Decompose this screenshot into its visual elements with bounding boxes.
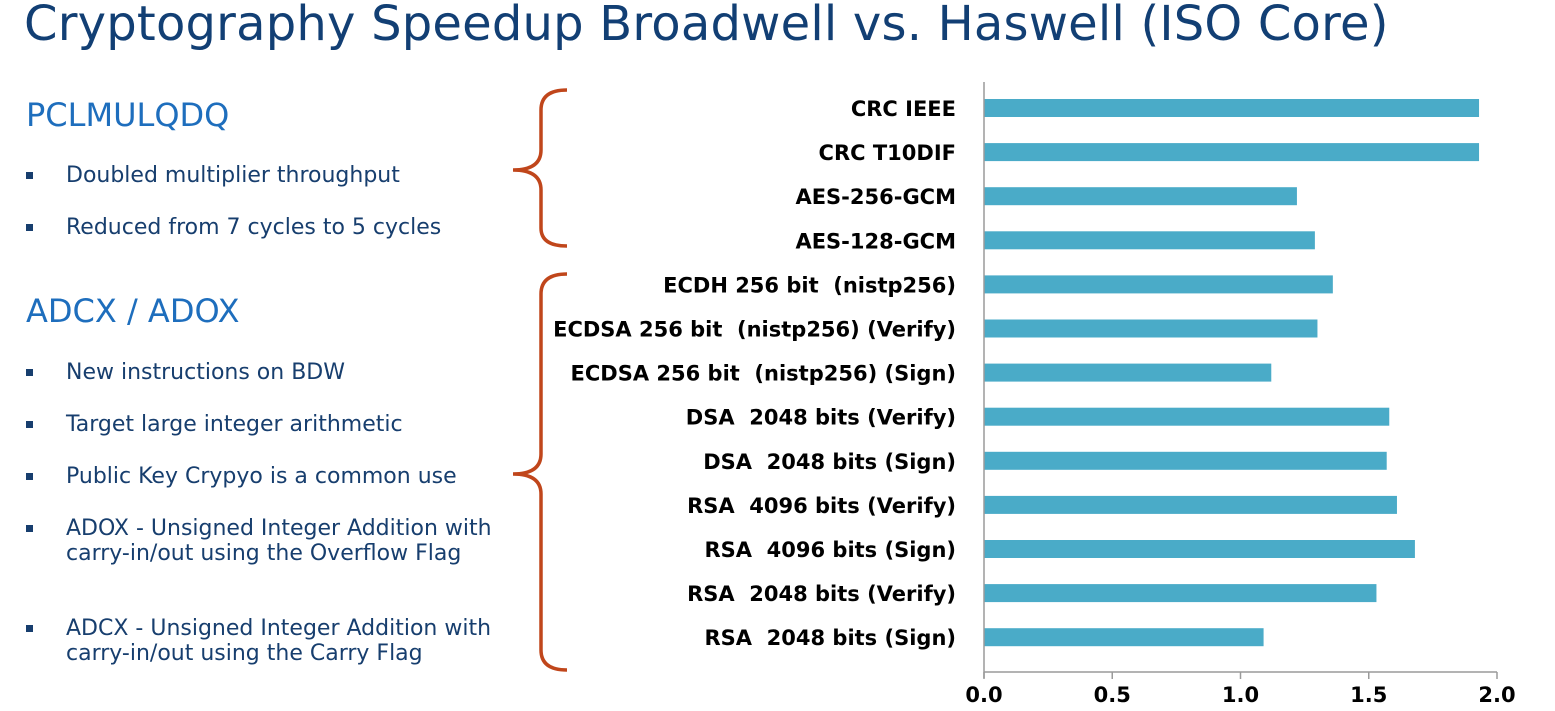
category-label: RSA 2048 bits (Verify) <box>687 582 956 606</box>
section-heading-pclmulqdq: PCLMULQDQ <box>26 96 230 134</box>
curly-brace-icon <box>512 88 568 248</box>
bullet-marker-icon <box>26 525 33 532</box>
bar <box>984 187 1297 206</box>
bar <box>984 495 1397 514</box>
category-label: ECDH 256 bit (nistp256) <box>663 273 956 297</box>
category-label: RSA 4096 bits (Sign) <box>704 538 956 562</box>
category-label: CRC IEEE <box>851 97 956 121</box>
category-labels: CRC IEEE CRC T10DIF AES-256-GCM AES-128-GCM… <box>553 97 956 650</box>
bullet-marker-icon <box>26 224 33 231</box>
category-label: RSA 2048 bits (Sign) <box>704 626 956 650</box>
bar <box>984 275 1333 294</box>
bullet-text: ADCX - Unsigned Integer Addition with ca… <box>66 616 492 666</box>
x-tick-label: 0.0 <box>965 683 1002 707</box>
bullet-marker-icon <box>26 421 33 428</box>
slide-title: Cryptography Speedup Broadwell vs. Haswe… <box>24 0 1389 52</box>
category-label: RSA 4096 bits (Verify) <box>687 494 956 518</box>
bullet-marker-icon <box>26 172 33 179</box>
bullet-text: New instructions on BDW <box>66 360 345 385</box>
category-label: ECDSA 256 bit (nistp256) (Verify) <box>553 318 956 342</box>
category-label: ECDSA 256 bit (nistp256) (Sign) <box>571 362 956 386</box>
bar <box>984 319 1318 338</box>
bar <box>984 231 1315 250</box>
bullet-marker-icon <box>26 473 33 480</box>
bar <box>984 407 1390 426</box>
bracket-group <box>512 88 568 672</box>
category-label: AES-256-GCM <box>795 185 956 209</box>
bullet-marker-icon <box>26 369 33 376</box>
bar <box>984 628 1264 647</box>
category-label: CRC T10DIF <box>819 141 956 165</box>
x-tick-label: 0.5 <box>1094 683 1131 707</box>
bullet-text: Doubled multiplier throughput <box>66 163 400 188</box>
x-tick-label: 1.0 <box>1222 683 1259 707</box>
section-heading-adcx-adox: ADCX / ADOX <box>26 292 240 330</box>
x-tick-label: 1.5 <box>1350 683 1387 707</box>
bar <box>984 540 1415 558</box>
x-axis: 0.0 0.5 1.0 1.5 2.0 <box>965 82 1516 707</box>
bar <box>984 451 1387 470</box>
bars <box>984 99 1480 647</box>
x-tick-label: 2.0 <box>1478 683 1515 707</box>
bar <box>984 99 1480 117</box>
bar <box>984 363 1272 382</box>
bullet-marker-icon <box>26 625 33 632</box>
bar <box>984 584 1377 603</box>
bullet-text: ADOX - Unsigned Integer Addition with ca… <box>66 516 492 566</box>
category-label: DSA 2048 bits (Verify) <box>686 406 956 430</box>
bar <box>984 143 1480 162</box>
category-label: DSA 2048 bits (Sign) <box>703 450 956 474</box>
bullet-text: Target large integer arithmetic <box>66 412 403 437</box>
bullet-text: Public Key Crypyo is a common use <box>66 464 457 489</box>
category-label: AES-128-GCM <box>795 229 956 253</box>
bullet-text: Reduced from 7 cycles to 5 cycles <box>66 215 442 240</box>
curly-brace-icon <box>512 272 568 672</box>
bar-chart: CRC IEEE CRC T10DIF AES-256-GCM AES-128-GCM… <box>553 82 1516 707</box>
